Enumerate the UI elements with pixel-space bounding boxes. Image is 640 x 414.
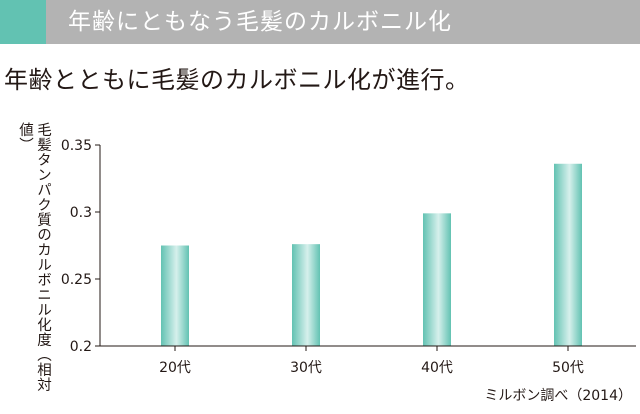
title-banner: 年齢にともなう毛髪のカルボニル化 (0, 0, 640, 44)
y-tick-label: 0.35 (61, 138, 92, 154)
bar (161, 245, 189, 346)
y-tick-label: 0.2 (70, 339, 92, 355)
x-tick-label: 30代 (290, 360, 322, 376)
bar (554, 163, 582, 346)
x-tick-label: 40代 (421, 360, 453, 376)
headline: 年齢とともに毛髪のカルボニル化が進行。 (4, 66, 470, 94)
y-tick-label: 0.3 (70, 205, 92, 221)
bar (292, 244, 320, 346)
banner-accent-block (0, 0, 46, 44)
x-tick-label: 50代 (552, 360, 584, 376)
y-tick-label: 0.25 (61, 272, 92, 288)
x-tick-label: 20代 (159, 360, 191, 376)
banner-title: 年齢にともなう毛髪のカルボニル化 (68, 9, 452, 35)
y-axis-label: 毛髪タンパク質のカルボニル化度（相対値） (17, 122, 51, 392)
bar (423, 213, 451, 346)
source-note: ミルボン調べ（2014） (484, 388, 632, 404)
